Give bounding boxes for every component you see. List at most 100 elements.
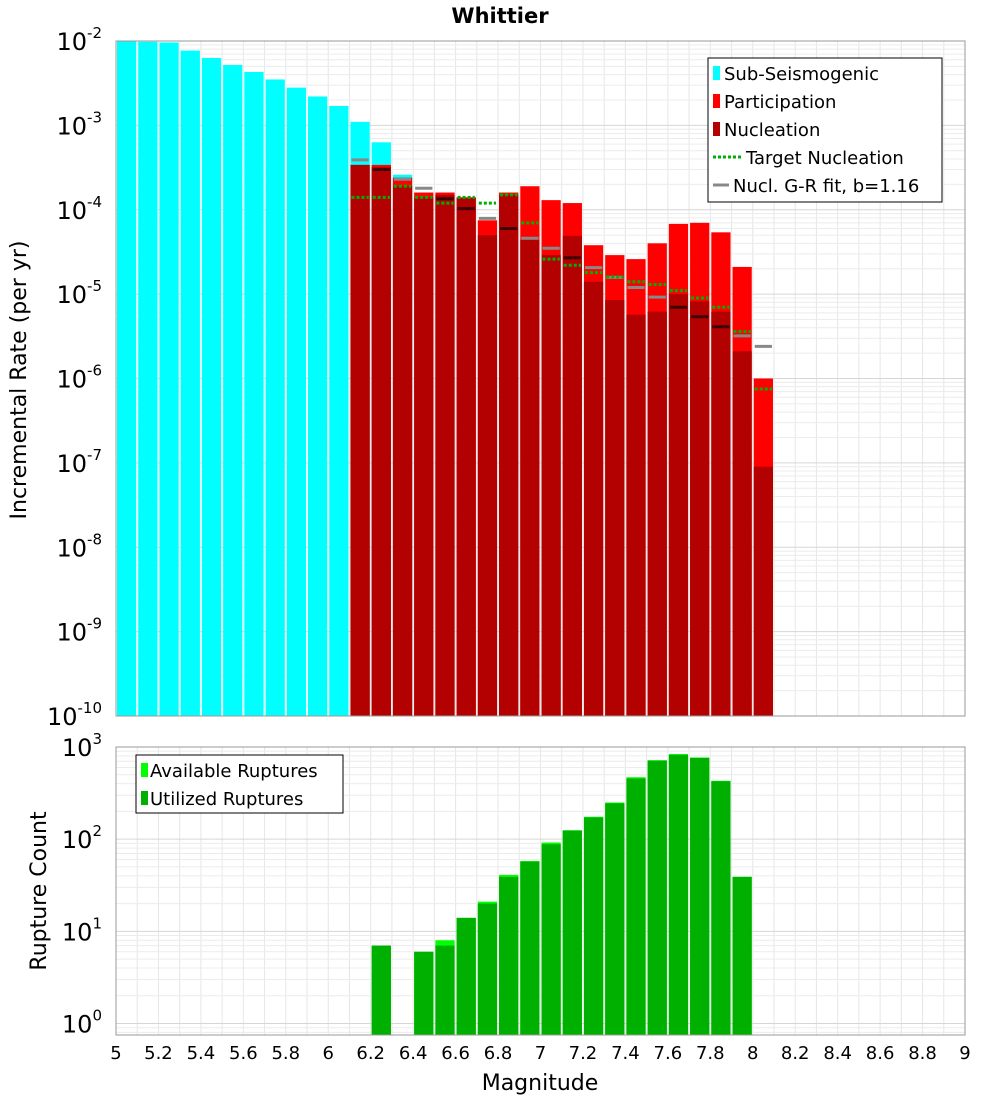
- bar-nucleation: [456, 197, 476, 717]
- bottom-plot-frame: [115, 746, 966, 1036]
- top-y-tick-label: 10-10: [47, 699, 102, 731]
- x-tick-label: 8.4: [823, 1043, 852, 1064]
- bottom-y-axis-label: Rupture Count: [27, 811, 52, 971]
- bottom-y-tick-label: 101: [62, 914, 102, 946]
- bar-sub-seismogenic: [138, 41, 158, 717]
- bottom-bars: [371, 753, 752, 1035]
- x-tick-label: 8.8: [908, 1043, 937, 1064]
- bar-nucleation: [711, 311, 731, 716]
- bar-sub-seismogenic: [308, 96, 328, 716]
- bar-nucleation: [371, 167, 391, 716]
- bar-utilized-ruptures: [477, 903, 498, 1035]
- top-y-tick-label: 10-2: [56, 24, 102, 56]
- bar-utilized-ruptures: [541, 844, 561, 1035]
- top-y-tick-labels: 10-10 10-9 10-8 10-7 10-6 10-5 10-4 10-3 10-2: [47, 24, 102, 731]
- bar-nucleation: [690, 301, 710, 716]
- top-bars: [117, 41, 773, 717]
- bar-utilized-ruptures: [605, 803, 625, 1035]
- x-tick-label: 6: [323, 1043, 334, 1064]
- bar-utilized-ruptures: [690, 757, 710, 1035]
- bar-utilized-ruptures: [647, 760, 667, 1035]
- bar-nucleation: [414, 197, 434, 717]
- x-tick-label: 5: [110, 1043, 121, 1064]
- x-tick-labels: 5 5.2 5.4 5.6 5.8 6 6.2 6.4 6.6 6.8 7 7.2 7.4 7.6 7.8 8…: [110, 1043, 970, 1064]
- bar-nucleation: [732, 351, 752, 716]
- bottom-y-tick-label: 100: [62, 1006, 102, 1038]
- bar-nucleation: [647, 311, 667, 716]
- legend-label-nucleation: Nucleation: [724, 120, 820, 141]
- x-tick-label: 6.8: [484, 1043, 513, 1064]
- bar-nucleation: [350, 164, 370, 716]
- bar-nucleation: [583, 281, 604, 716]
- x-tick-label: 5.2: [144, 1043, 173, 1064]
- x-tick-label: 8.2: [781, 1043, 810, 1064]
- bar-nucleation: [541, 255, 561, 716]
- legend-label-target-nucleation: Target Nucleation: [745, 148, 904, 169]
- top-legend: Sub-Seismogenic Participation Nucleation…: [707, 57, 943, 203]
- x-tick-label: 6.4: [399, 1043, 428, 1064]
- x-tick-label: 5.6: [229, 1043, 258, 1064]
- bottom-y-tick-label: 102: [62, 822, 102, 854]
- top-y-tick-label: 10-3: [56, 108, 102, 140]
- bottom-y-tick-labels: 100 101 102 103: [62, 730, 102, 1038]
- bar-utilized-ruptures: [732, 876, 752, 1035]
- top-y-tick-label: 10-5: [56, 277, 102, 309]
- bar-nucleation: [520, 239, 540, 716]
- legend-label-sub-seismogenic: Sub-Seismogenic: [724, 64, 879, 85]
- x-tick-label: 8.6: [866, 1043, 895, 1064]
- bar-sub-seismogenic: [244, 71, 264, 717]
- bar-nucleation: [435, 194, 455, 716]
- bar-nucleation: [477, 235, 498, 716]
- bar-nucleation: [562, 235, 582, 716]
- bar-utilized-ruptures: [711, 781, 731, 1035]
- bar-sub-seismogenic: [117, 41, 137, 716]
- x-tick-label: 7.4: [611, 1043, 640, 1064]
- top-y-tick-label: 10-9: [56, 615, 102, 647]
- bar-nucleation: [392, 186, 413, 716]
- bar-sub-seismogenic: [180, 50, 200, 717]
- bottom-legend-box: [135, 754, 344, 814]
- x-tick-label: 8: [747, 1043, 758, 1064]
- bar-sub-seismogenic: [159, 42, 179, 717]
- bar-sub-seismogenic: [286, 87, 307, 716]
- legend-swatch-utilized: [141, 791, 148, 805]
- legend-label-utilized: Utilized Ruptures: [150, 789, 303, 810]
- legend-label-available: Available Ruptures: [150, 761, 318, 782]
- bar-sub-seismogenic: [265, 79, 285, 717]
- bar-nucleation: [626, 314, 646, 716]
- bar-utilized-ruptures: [456, 917, 476, 1035]
- bar-nucleation: [499, 194, 519, 716]
- bar-nucleation: [668, 294, 689, 716]
- top-y-tick-label: 10-7: [56, 446, 102, 478]
- bar-utilized-ruptures: [435, 945, 455, 1035]
- chart-title: Whittier: [451, 4, 549, 28]
- legend-swatch-available: [141, 763, 148, 777]
- bar-utilized-ruptures: [499, 876, 519, 1035]
- legend-label-participation: Participation: [724, 92, 836, 113]
- x-tick-label: 6.2: [356, 1043, 385, 1064]
- top-y-tick-label: 10-8: [56, 530, 102, 562]
- bottom-y-tick-label: 103: [62, 730, 102, 762]
- bar-utilized-ruptures: [668, 754, 689, 1035]
- top-legend-box: [707, 57, 943, 203]
- bar-utilized-ruptures: [626, 778, 646, 1035]
- legend-swatch-sub-seismogenic: [713, 66, 720, 80]
- x-tick-label: 7.6: [654, 1043, 683, 1064]
- legend-swatch-nucleation: [713, 122, 720, 136]
- bar-utilized-ruptures: [371, 945, 391, 1035]
- legend-swatch-participation: [713, 94, 720, 108]
- x-tick-label: 7: [535, 1043, 546, 1064]
- x-tick-label: 9: [959, 1043, 970, 1064]
- bar-sub-seismogenic: [329, 105, 349, 717]
- bar-nucleation: [753, 466, 773, 716]
- bar-utilized-ruptures: [414, 951, 434, 1035]
- bar-utilized-ruptures: [562, 830, 582, 1035]
- legend-label-gr-fit: Nucl. G-R fit, b=1.16: [733, 176, 919, 197]
- bottom-legend: Available Ruptures Utilized Ruptures: [135, 754, 344, 814]
- bar-utilized-ruptures: [583, 817, 604, 1035]
- bar-sub-seismogenic: [223, 64, 243, 716]
- x-tick-label: 6.6: [441, 1043, 470, 1064]
- top-y-axis-label: Incremental Rate (per yr): [7, 241, 32, 520]
- top-y-tick-label: 10-6: [56, 362, 102, 394]
